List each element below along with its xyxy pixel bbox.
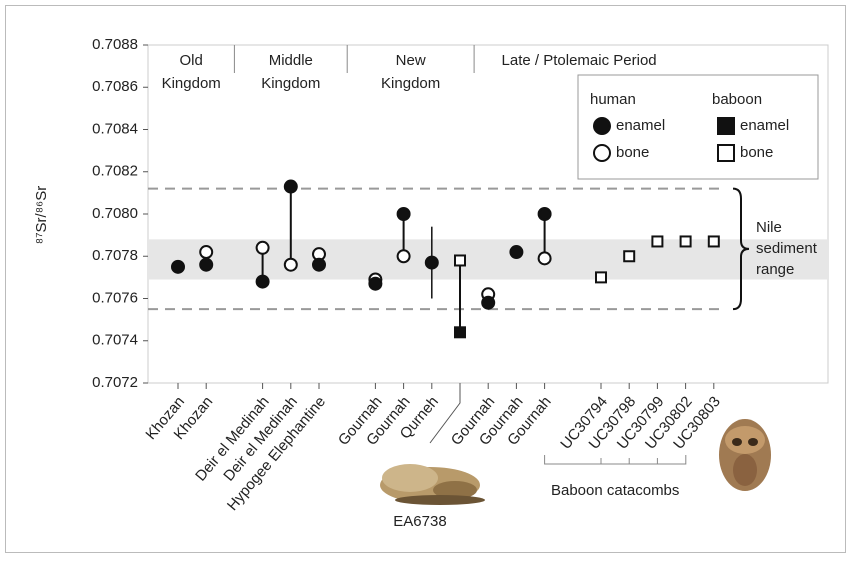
point bbox=[481, 295, 496, 310]
y-axis-label: ⁸⁷Sr/⁸⁶Sr bbox=[33, 186, 50, 244]
catacombs-label: Baboon catacombs bbox=[551, 482, 679, 499]
point bbox=[537, 251, 552, 266]
specimen-pointer bbox=[429, 383, 461, 444]
period-label: Kingdom bbox=[381, 75, 440, 92]
point bbox=[509, 245, 524, 260]
frame bbox=[5, 5, 846, 553]
legend-group: baboon bbox=[712, 91, 762, 108]
point bbox=[396, 207, 411, 221]
legend-box bbox=[577, 74, 819, 180]
point bbox=[283, 257, 298, 272]
point bbox=[454, 326, 466, 339]
point bbox=[623, 250, 636, 263]
legend-label: bone bbox=[616, 144, 649, 161]
period-label: Kingdom bbox=[162, 75, 221, 92]
period-label: New bbox=[396, 52, 426, 69]
period-label: Kingdom bbox=[261, 75, 320, 92]
point bbox=[255, 274, 270, 289]
legend-label: bone bbox=[740, 144, 773, 161]
point bbox=[171, 259, 185, 274]
legend-label: enamel bbox=[616, 117, 665, 134]
point bbox=[199, 257, 214, 272]
period-label: Old bbox=[180, 52, 203, 69]
y-tick-label: 0.7086 bbox=[92, 78, 138, 95]
y-tick-label: 0.7080 bbox=[92, 205, 138, 222]
y-tick-label: 0.7078 bbox=[92, 247, 138, 264]
period-label: Late / Ptolemaic Period bbox=[502, 52, 657, 69]
y-tick-label: 0.7084 bbox=[92, 120, 138, 137]
point bbox=[595, 271, 607, 284]
legend-marker bbox=[717, 144, 735, 162]
legend-marker bbox=[717, 117, 735, 135]
legend-marker bbox=[593, 117, 611, 135]
nile-label: range bbox=[756, 261, 794, 278]
nile-label: Nile bbox=[756, 219, 782, 236]
nile-band bbox=[148, 239, 828, 280]
point bbox=[454, 254, 466, 267]
point bbox=[679, 235, 692, 248]
point bbox=[255, 240, 270, 255]
point bbox=[199, 245, 214, 260]
point bbox=[396, 249, 411, 264]
y-tick-label: 0.7074 bbox=[92, 332, 138, 349]
legend-label: enamel bbox=[740, 117, 789, 134]
baboon-image bbox=[719, 419, 771, 491]
y-tick-label: 0.7076 bbox=[92, 289, 138, 306]
catacombs-bracket bbox=[544, 455, 687, 465]
y-tick-label: 0.7088 bbox=[92, 36, 138, 53]
point bbox=[537, 207, 552, 221]
y-tick-label: 0.7082 bbox=[92, 163, 138, 180]
point bbox=[651, 235, 664, 248]
nile-brace bbox=[732, 187, 750, 311]
specimen-image bbox=[380, 464, 485, 505]
point bbox=[312, 257, 326, 272]
y-tick-label: 0.7072 bbox=[92, 374, 138, 391]
legend-group: human bbox=[590, 91, 636, 108]
legend-marker bbox=[593, 144, 611, 162]
point bbox=[707, 235, 720, 248]
point bbox=[424, 255, 439, 270]
point bbox=[283, 179, 298, 194]
specimen-label: EA6738 bbox=[393, 513, 446, 530]
point bbox=[368, 276, 383, 291]
period-label: Middle bbox=[269, 52, 313, 69]
legend: human baboon enamel bone enamel bone bbox=[577, 74, 819, 180]
nile-label: sediment bbox=[756, 240, 818, 257]
